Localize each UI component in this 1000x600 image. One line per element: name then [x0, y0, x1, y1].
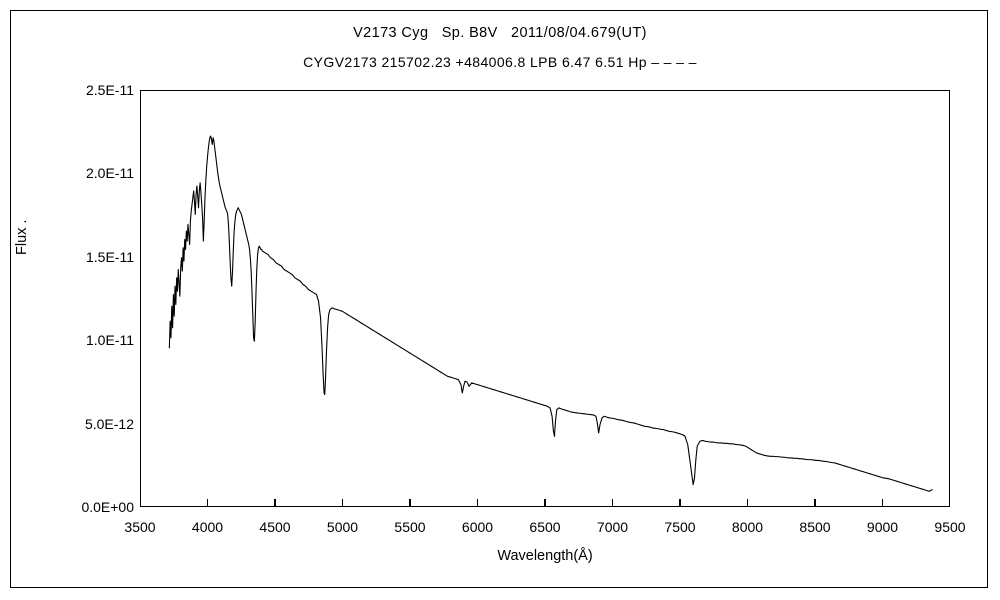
- chart-title-secondary: CYGV2173 215702.23 +484006.8 LPB 6.47 6.…: [303, 54, 697, 70]
- y-axis-tick: 0.0E+00: [44, 500, 134, 514]
- y-axis-tick: 1.0E-11: [44, 333, 134, 347]
- x-axis-tick-mark: [476, 499, 479, 507]
- plot-frame: [140, 90, 950, 507]
- y-axis-tick: 5.0E-12: [44, 417, 134, 431]
- x-axis-tick-label: 6500: [529, 519, 561, 535]
- y-axis-tick-label: 1.0E-11: [86, 332, 134, 349]
- y-axis-tick-label: 2.5E-11: [86, 82, 134, 98]
- y-axis-title-text: Flux .: [14, 219, 30, 255]
- y-axis-tick-label: 2.0E-11: [86, 165, 134, 182]
- y-axis-tick-label: 5.0E-12: [84, 415, 134, 432]
- x-axis-tick-mark: [881, 499, 884, 507]
- x-axis-tick-mark: [341, 499, 344, 507]
- x-axis-tick-label: 7000: [596, 519, 629, 535]
- x-axis-title: Wavelength(Å): [497, 548, 593, 564]
- y-axis-title: Flux .: [14, 220, 30, 255]
- y-axis-tick: 2.5E-11: [44, 83, 134, 97]
- x-axis-tick-label: 3500: [124, 519, 156, 535]
- image-border: [10, 10, 988, 588]
- x-axis-tick-label: 5000: [326, 519, 359, 535]
- y-axis-tick-label: 0.0E+00: [81, 499, 134, 515]
- y-axis-tick-label: 1.5E-11: [86, 248, 134, 265]
- spectrum-line-chart: [168, 135, 933, 492]
- x-axis-tick-mark: [679, 499, 681, 507]
- y-axis-tick: 2.0E-11: [44, 166, 134, 180]
- x-axis-tick-group: 3500 4000 4500 5000 5500 6000 6500 7000 7500 8000…: [124, 499, 966, 547]
- x-axis-tick-mark: [206, 499, 209, 507]
- x-axis-tick-label: 4500: [259, 519, 291, 535]
- spectrum-trace: [168, 135, 933, 492]
- x-axis-tick-label: 7500: [664, 519, 696, 535]
- x-axis-tick-label: 8500: [799, 519, 831, 535]
- x-axis-tick-mark: [746, 499, 749, 507]
- x-axis-tick-mark: [274, 499, 276, 507]
- x-axis-tick-label: 6000: [461, 519, 494, 535]
- x-axis-tick-label: 9000: [866, 519, 899, 535]
- x-axis-tick-mark: [814, 499, 816, 507]
- x-axis-tick-mark: [611, 499, 614, 507]
- x-axis-tick-mark: [544, 499, 546, 507]
- x-axis-tick-label: 5500: [394, 519, 426, 535]
- x-axis-tick-label: 8000: [731, 519, 764, 535]
- x-axis-tick-label: 9500: [934, 519, 966, 535]
- chart-title-primary: V2173 Cyg Sp. B8V 2011/08/04.679(UT): [353, 25, 647, 41]
- x-axis-tick-label: 4000: [191, 519, 224, 535]
- y-axis-tick-group: 0.0E+00 5.0E-12 1.0E-11 1.5E-11 2.0E-11 2.5E-…: [44, 83, 192, 514]
- y-axis-tick: 1.5E-11: [44, 250, 134, 264]
- x-axis-tick-mark: [409, 499, 411, 507]
